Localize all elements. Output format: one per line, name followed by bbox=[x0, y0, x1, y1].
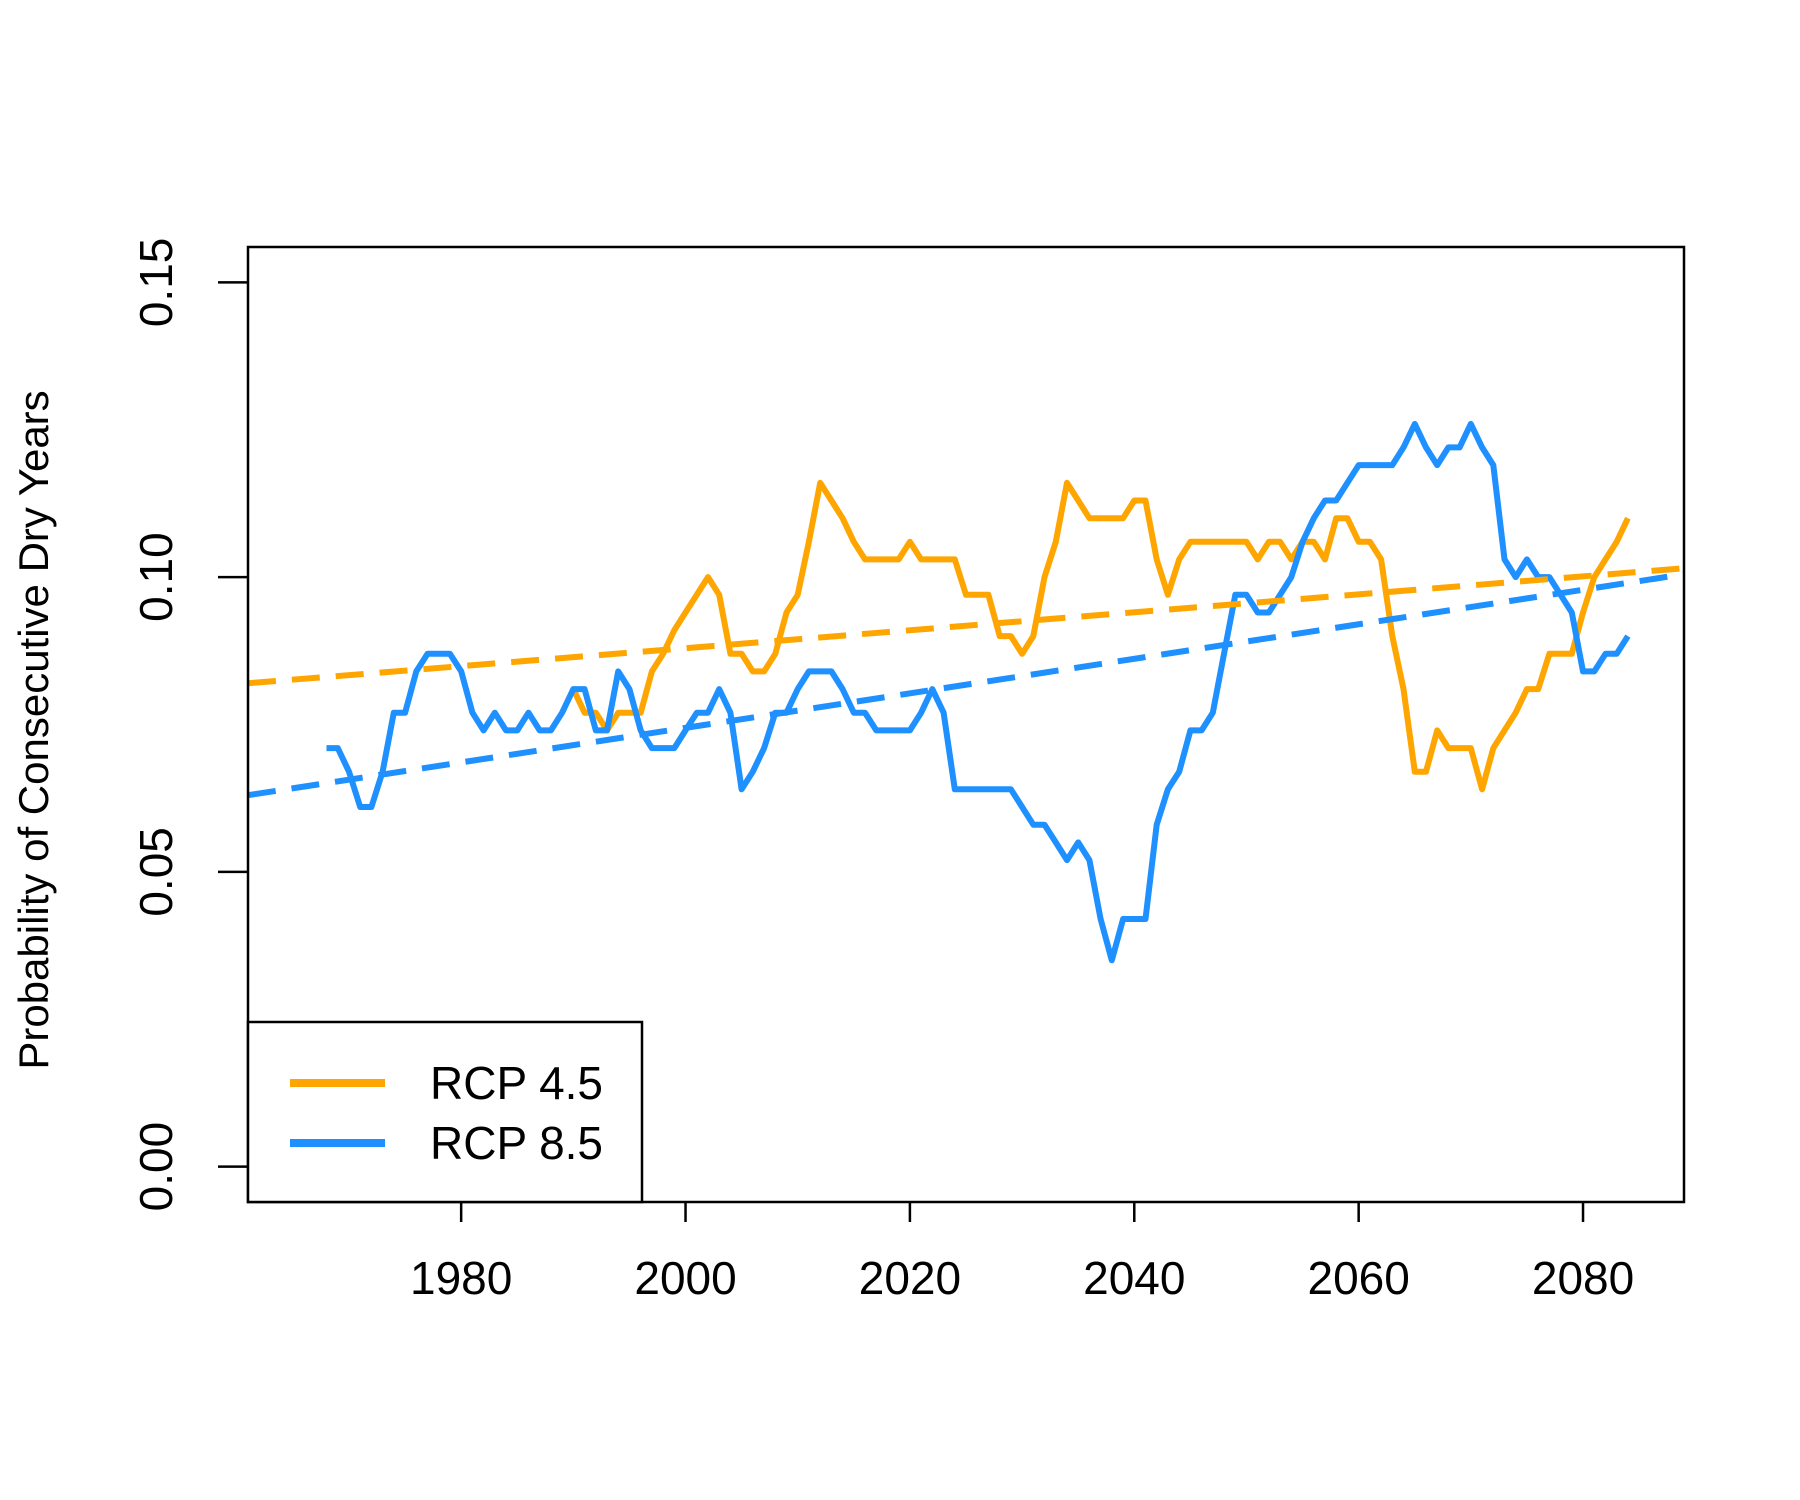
trend-line-2 bbox=[248, 565, 1684, 687]
x-tick-label: 2040 bbox=[1083, 1252, 1185, 1304]
legend-label: RCP 4.5 bbox=[430, 1057, 603, 1109]
x-tick-label: 2000 bbox=[634, 1252, 736, 1304]
trend-line-3 bbox=[248, 571, 1684, 799]
y-tick-label: 0.10 bbox=[130, 532, 182, 622]
plot-lines bbox=[248, 420, 1684, 964]
plot-frame bbox=[246, 245, 1686, 1204]
y-tick-label: 0.00 bbox=[130, 1122, 182, 1212]
y-tick-label: 0.05 bbox=[130, 827, 182, 917]
series-line-0 bbox=[570, 479, 1631, 793]
x-tick-label: 2020 bbox=[859, 1252, 961, 1304]
x-tick-label: 2080 bbox=[1532, 1252, 1634, 1304]
axes: 1980 2000 2020 2040 2060 2080 0.00 0.05 0.10 0.15 bbox=[130, 238, 1686, 1304]
legend: RCP 4.5 RCP 8.5 bbox=[246, 1020, 644, 1204]
series-line-1 bbox=[326, 420, 1631, 964]
legend-box bbox=[246, 1020, 644, 1204]
legend-label: RCP 8.5 bbox=[430, 1117, 603, 1169]
x-tick-label: 2060 bbox=[1307, 1252, 1409, 1304]
y-tick-label: 0.15 bbox=[130, 238, 182, 328]
y-axis-label: Probability of Consecutive Dry Years bbox=[10, 390, 57, 1069]
x-tick-label: 1980 bbox=[410, 1252, 512, 1304]
